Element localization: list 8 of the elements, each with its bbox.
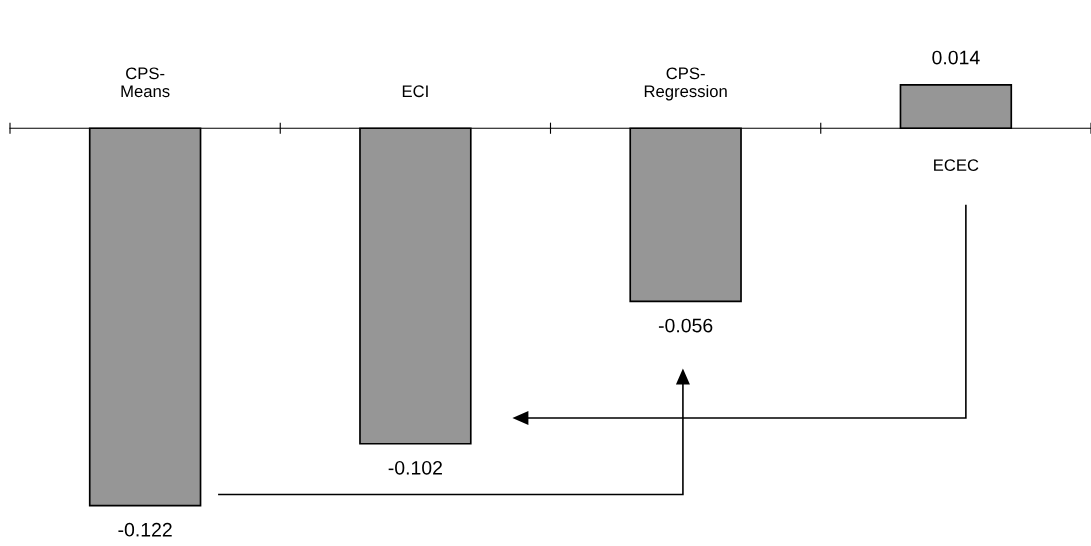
data-label: -0.102: [388, 460, 442, 475]
x-tick-label: ECEC: [934, 159, 979, 172]
data-label: -0.122: [118, 522, 172, 537]
x-tick-label: CPS- Regression: [644, 67, 727, 101]
data-label: -0.056: [658, 318, 713, 333]
x-tick-label: ECI: [402, 85, 428, 98]
x-tick-label: CPS- Means: [121, 67, 170, 98]
data-label: 0.014: [932, 50, 980, 65]
